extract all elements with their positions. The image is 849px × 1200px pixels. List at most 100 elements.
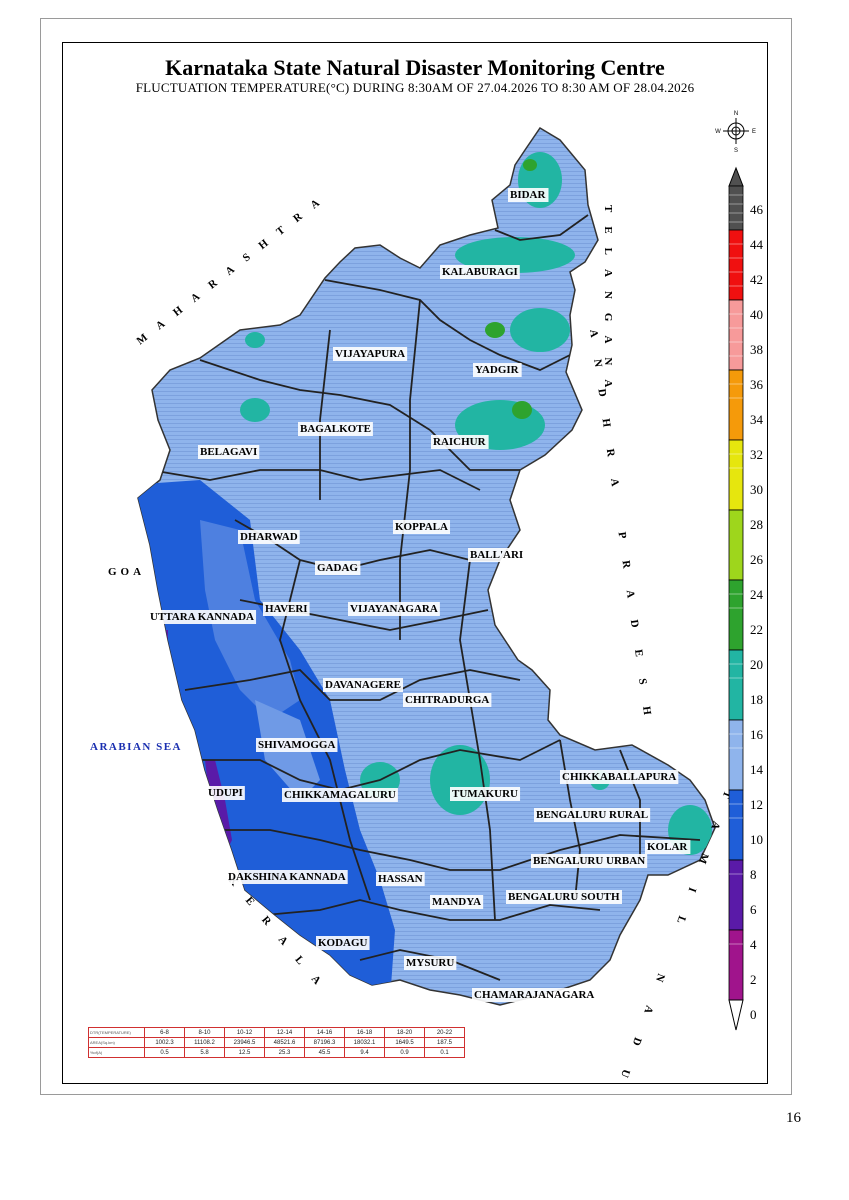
district-label-bg [316,936,370,950]
district-label: YADGIR [475,364,520,376]
district-label-bg [348,602,440,616]
percent-cell: 12.5 [224,1047,265,1058]
legend-tick: 18 [750,692,763,707]
legend-tick: 38 [750,342,763,357]
area-statistics-table: DTR(TEMPERATURE) 6-8 8-10 10-12 12-14 14… [88,1027,465,1058]
range-cell: 8-10 [184,1027,225,1038]
legend-tick: 28 [750,517,763,532]
legend-colorbar [728,166,744,1031]
legend-tick: 26 [750,552,764,567]
district-label: BENGALURU RURAL [536,809,648,821]
range-cell: 18-20 [384,1027,425,1038]
page-number: 16 [786,1110,801,1126]
district-label-bg [403,693,492,707]
district-label-bg [238,530,300,544]
district-label: CHIKKABALLAPURA [562,771,676,783]
area-cell: 187.5 [424,1037,465,1048]
map-subtitle: FLUCTUATION TEMPERATURE(°C) DURING 8:30A… [135,80,695,95]
zone-belagavi-teal-2 [245,332,265,348]
percent-cell: 25.3 [264,1047,305,1058]
legend-tick: 14 [750,762,764,777]
district-label: KALABURAGI [442,266,518,278]
legend-tick: 12 [750,797,763,812]
legend-tick: 32 [750,447,763,462]
district-label: BENGALURU URBAN [533,855,645,867]
zone-yadgir-teal [510,308,570,352]
district-label-bg [376,872,425,886]
district-label-bg [472,988,597,1002]
legend-tick: 2 [750,972,757,987]
percent-cell: 5.8 [184,1047,225,1058]
legend-tick: 30 [750,482,763,497]
legend-tick: 16 [750,727,764,742]
district-label-bg [256,738,338,752]
table-row: %of(A) 0.5 5.8 12.5 25.3 45.5 9.4 0.9 0.… [88,1047,465,1058]
range-cell: 16-18 [344,1027,385,1038]
district-label: CHIKKAMAGALURU [284,789,396,801]
area-cell: 18032.1 [344,1037,385,1048]
district-label-bg [431,435,489,449]
district-label-bg [468,548,526,562]
district-label: VIJAYANAGARA [350,603,438,615]
area-cell: 11108.2 [184,1037,225,1048]
district-label: UTTARA KANNADA [150,611,254,623]
district-label: BALL'ARI [470,549,523,561]
table-row: DTR(TEMPERATURE) 6-8 8-10 10-12 12-14 14… [88,1027,465,1038]
legend-tick: 44 [750,237,764,252]
row-label: AREA(Sq.km) [88,1037,145,1048]
range-cell: 14-16 [304,1027,345,1038]
district-label: KOPPALA [395,521,448,533]
district-label: UDUPI [208,787,243,799]
row-label: DTR(TEMPERATURE) [88,1027,145,1038]
district-label: HASSAN [378,873,423,885]
district-label-bg [148,610,257,624]
legend-tick: 24 [750,587,764,602]
district-label: BELAGAVI [200,446,257,458]
district-label-bg [315,561,361,575]
district-label: MANDYA [432,896,481,908]
district-label: VIJAYAPURA [335,348,405,360]
district-label-bg [473,363,522,377]
label-telangana: TELANGANA [602,205,614,401]
legend-tick: 10 [750,832,763,847]
percent-cell: 0.9 [384,1047,425,1058]
district-label: BENGALURU SOUTH [508,891,620,903]
district-label: RAICHUR [433,436,487,448]
legend-tick: 0 [750,1007,757,1022]
percent-cell: 0.1 [424,1047,465,1058]
district-label-bg [226,870,348,884]
legend-tick: 46 [750,202,764,217]
zone-belagavi-teal [240,398,270,422]
district-label-bg [645,840,691,854]
district-label-bg [206,786,245,800]
district-label-bg [263,602,310,616]
district-label-bg [430,895,484,909]
label-arabian-sea: ARABIAN SEA [90,741,182,753]
range-cell: 12-14 [264,1027,305,1038]
area-cell: 1649.5 [384,1037,425,1048]
legend-tick: 8 [750,867,757,882]
compass-n: N [734,111,738,117]
compass-e: E [752,129,756,135]
district-label-bg [298,422,373,436]
legend-tick: 6 [750,902,757,917]
legend-tick: 22 [750,622,763,637]
district-label: SHIVAMOGGA [258,739,335,751]
district-labels: BIDAR KALABURAGI VIJAYAPURA YADGIR BAGAL… [148,188,691,1002]
row-label: %of(A) [88,1047,145,1058]
zone-6-8-north [160,630,168,650]
district-label: BAGALKOTE [300,423,371,435]
district-label-bg [393,520,451,534]
district-label-bg [404,956,457,970]
zone-yadgir-green [485,322,505,338]
legend-tick: 36 [750,377,764,392]
legend-tick: 42 [750,272,763,287]
percent-cell: 45.5 [304,1047,345,1058]
district-label: CHITRADURGA [405,694,489,706]
legend-tick: 4 [750,937,757,952]
range-cell: 10-12 [224,1027,265,1038]
district-label: BIDAR [510,189,547,201]
legend-tick: 34 [750,412,764,427]
district-label: HAVERI [265,603,308,615]
table-row: AREA(Sq.km) 1002.3 11108.2 23946.5 48521… [88,1037,465,1048]
